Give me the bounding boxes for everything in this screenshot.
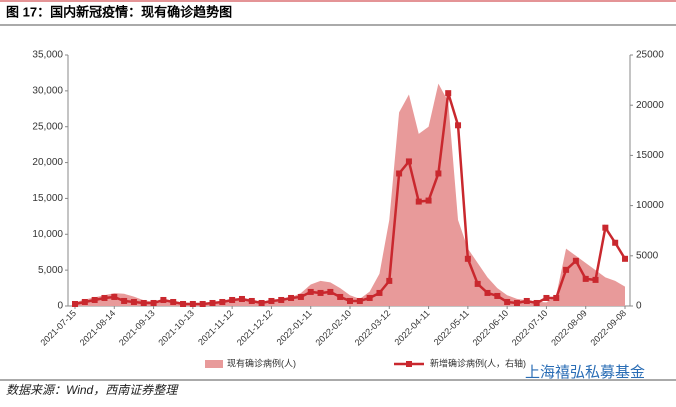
- x-tick-label: 2022-07-10: [510, 308, 550, 348]
- y2-tick-label: 0: [636, 301, 642, 312]
- marker: [582, 275, 589, 282]
- watermark: 上海禧弘私募基金: [525, 364, 645, 381]
- marker: [81, 298, 88, 305]
- y-tick-label: 10,000: [32, 229, 63, 240]
- marker: [337, 293, 344, 300]
- marker: [474, 280, 481, 287]
- marker: [278, 296, 285, 303]
- marker: [91, 296, 98, 303]
- chart-title: 图 17：国内新冠疫情：现有确诊趋势图: [6, 4, 232, 19]
- marker: [602, 224, 609, 231]
- marker: [543, 294, 550, 301]
- x-tick-label: 2022-04-11: [393, 308, 432, 347]
- marker: [386, 277, 393, 284]
- marker: [504, 298, 511, 305]
- x-tick-label: 2021-08-14: [78, 308, 118, 348]
- marker: [494, 292, 501, 299]
- marker: [445, 90, 452, 97]
- x-tick-label: 2022-05-11: [432, 308, 471, 347]
- legend-swatch: [205, 360, 223, 368]
- y-tick-label: 5,000: [38, 265, 63, 276]
- area: [75, 83, 625, 306]
- legend-swatch: [406, 361, 412, 367]
- marker: [376, 289, 383, 296]
- marker: [121, 297, 128, 304]
- marker: [111, 293, 118, 300]
- y2-tick-label: 15000: [636, 150, 664, 161]
- marker: [140, 299, 147, 306]
- marker: [160, 296, 167, 303]
- marker: [405, 158, 412, 165]
- marker: [513, 299, 520, 306]
- x-tick-label: 2021-09-13: [117, 308, 157, 348]
- y-tick-label: 30,000: [32, 85, 63, 96]
- y-tick-label: 25,000: [32, 121, 63, 132]
- marker: [455, 122, 462, 129]
- marker: [563, 266, 570, 273]
- legend-label: 新增确诊病例(人，右轴): [430, 357, 526, 368]
- x-tick-label: 2022-08-09: [549, 308, 589, 348]
- x-tick-label: 2022-02-10: [313, 308, 353, 348]
- marker: [189, 300, 196, 307]
- marker: [356, 297, 363, 304]
- marker: [415, 198, 422, 205]
- marker: [248, 297, 255, 304]
- marker: [180, 300, 187, 307]
- x-tick-label: 2022-09-08: [588, 308, 628, 348]
- marker: [327, 288, 334, 295]
- x-tick-label: 2021-07-15: [38, 308, 78, 348]
- marker: [288, 294, 295, 301]
- marker: [366, 294, 373, 301]
- x-tick-label: 2021-10-13: [156, 308, 196, 348]
- marker: [464, 255, 471, 262]
- x-tick-label: 2022-01-11: [275, 308, 314, 347]
- marker: [425, 197, 432, 204]
- marker: [523, 297, 530, 304]
- marker: [622, 255, 628, 262]
- marker: [612, 239, 619, 246]
- marker: [307, 288, 314, 295]
- y-tick-label: 20,000: [32, 157, 63, 168]
- marker: [258, 299, 265, 306]
- marker: [572, 257, 579, 264]
- x-tick-label: 2021-11-12: [196, 308, 235, 347]
- y2-tick-label: 20000: [636, 100, 664, 111]
- marker: [533, 299, 540, 306]
- marker: [297, 293, 304, 300]
- marker: [317, 289, 324, 296]
- marker: [553, 294, 560, 301]
- marker: [347, 297, 353, 304]
- y2-tick-label: 25000: [636, 50, 664, 61]
- marker: [72, 300, 78, 307]
- marker: [484, 289, 491, 296]
- x-tick-label: 2022-06-10: [471, 308, 511, 348]
- marker: [101, 294, 108, 301]
- y-tick-label: 15,000: [32, 193, 63, 204]
- marker: [435, 170, 442, 177]
- marker: [592, 276, 599, 283]
- legend-label: 现有确诊病例(人): [227, 357, 296, 368]
- marker: [170, 298, 177, 305]
- line: [74, 92, 627, 306]
- marker: [219, 298, 226, 305]
- marker: [268, 297, 275, 304]
- marker: [238, 295, 245, 302]
- marker: [199, 300, 206, 307]
- y2-tick-label: 10000: [636, 200, 664, 211]
- y-tick-label: 35,000: [32, 50, 63, 61]
- marker: [229, 296, 236, 303]
- marker: [209, 299, 216, 306]
- x-tick-label: 2022-03-12: [353, 308, 393, 348]
- x-tick-label: 2021-12-12: [235, 308, 275, 348]
- y2-tick-label: 5000: [636, 250, 659, 261]
- marker: [130, 298, 137, 305]
- marker: [396, 170, 403, 177]
- y-tick-label: 0: [57, 301, 63, 312]
- marker: [150, 299, 157, 306]
- source: 数据来源：Wind，西南证券整理: [6, 383, 179, 397]
